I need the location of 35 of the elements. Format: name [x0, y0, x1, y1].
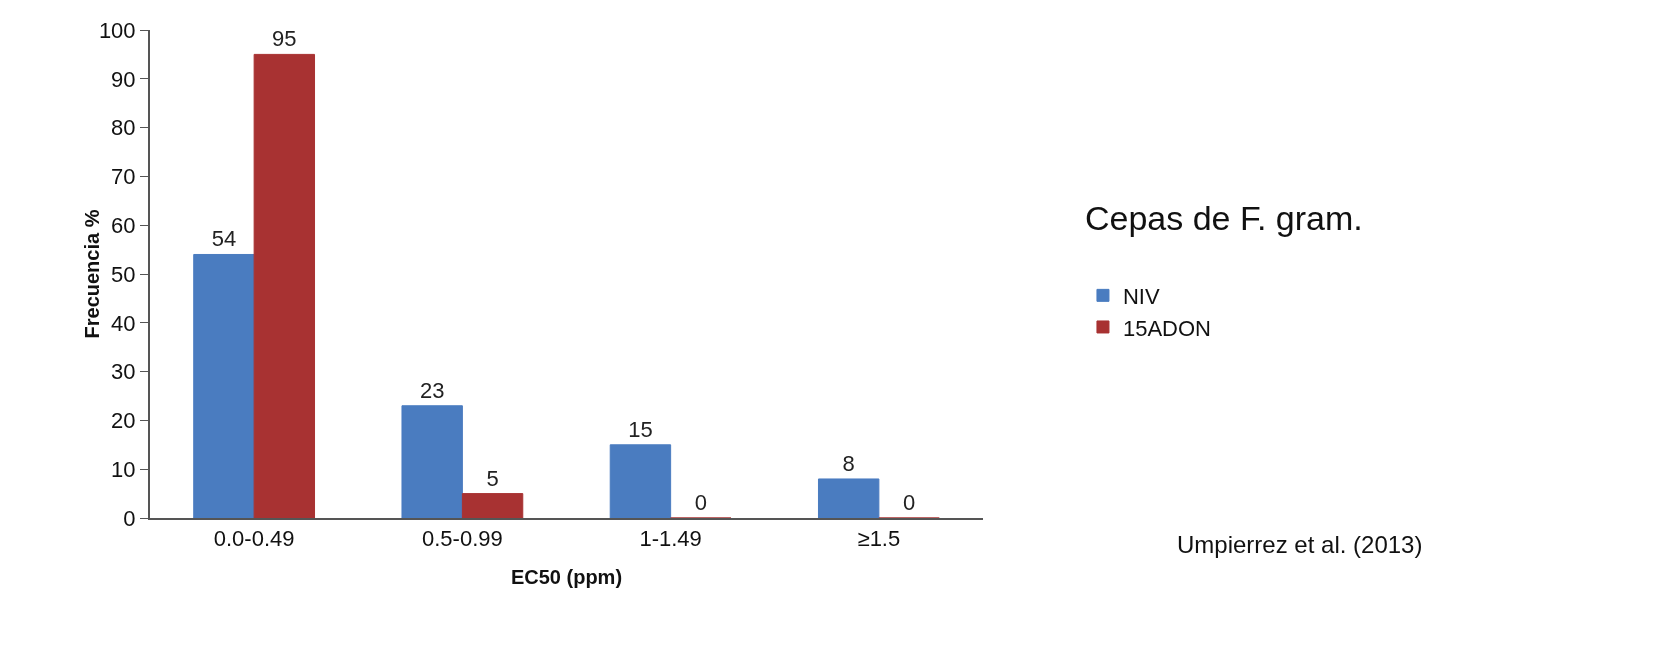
data-label: 0 [902, 490, 916, 515]
x-tick-label: 0.0-0.49 [213, 526, 295, 552]
bar [817, 478, 880, 518]
y-tick-label: 20 [111, 408, 136, 434]
y-axis-title: Frecuencia % [81, 209, 103, 339]
bar [401, 405, 463, 518]
x-tick-label: 0.5-0.99 [422, 526, 503, 552]
data-label: 15 [628, 416, 653, 442]
y-tick-label: 80 [111, 115, 136, 141]
bar [609, 444, 672, 518]
legend-label: 15ADON [1122, 315, 1212, 341]
bar [461, 493, 524, 518]
data-label: 23 [419, 377, 445, 403]
x-tick-label: 1-1.49 [639, 526, 702, 552]
y-tick-label: 50 [111, 261, 136, 287]
legend-label: NIV [1122, 283, 1160, 309]
bar [193, 253, 255, 518]
y-tick-label: 90 [111, 66, 136, 92]
text: Umpierrez et al. (2013) [1177, 531, 1423, 558]
y-tick-label: 30 [111, 359, 136, 385]
data-label: 5 [486, 465, 499, 491]
y-tick-label: 40 [111, 310, 136, 336]
y-tick-label: 70 [111, 164, 136, 190]
y-tick-label: 100 [98, 17, 136, 43]
x-tick-label: ≥1.5 [857, 526, 901, 552]
data-label: 54 [211, 226, 237, 252]
y-tick-label: 0 [123, 505, 136, 531]
x-axis-title: EC50 (ppm) [510, 566, 623, 589]
bar [253, 53, 316, 518]
y-tick-label: 10 [111, 456, 136, 482]
y-tick-label: 60 [111, 212, 136, 238]
legend-title: Cepas de F. gram. [1084, 199, 1363, 238]
data-label: 0 [694, 490, 707, 515]
data-label: 95 [272, 26, 297, 52]
data-label: 8 [842, 450, 855, 476]
